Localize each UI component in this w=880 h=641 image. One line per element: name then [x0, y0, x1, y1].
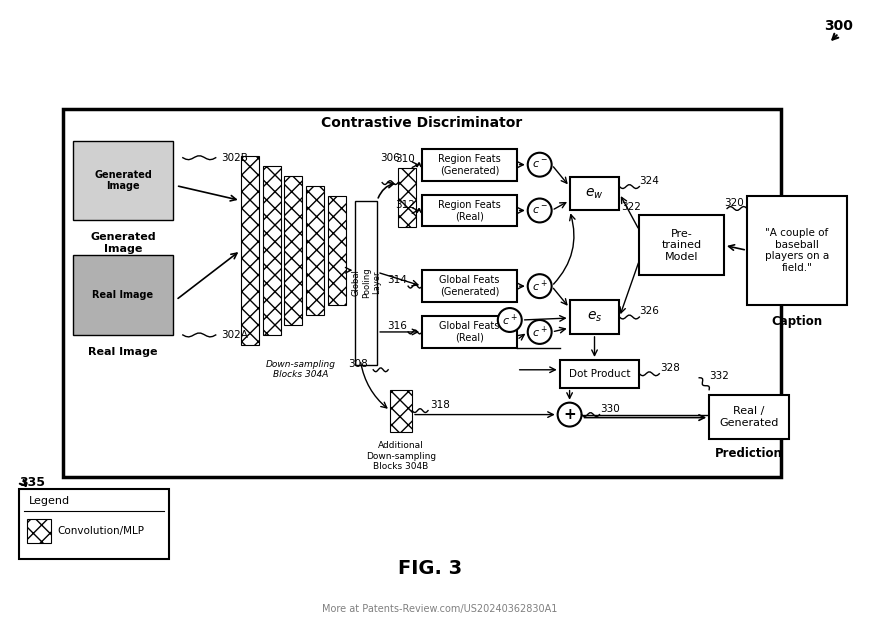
- Text: More at Patents-Review.com/US20240362830A1: More at Patents-Review.com/US20240362830…: [322, 604, 558, 613]
- FancyBboxPatch shape: [73, 255, 172, 335]
- Text: $c^+$: $c^+$: [532, 278, 547, 294]
- Text: 335: 335: [19, 476, 46, 489]
- Circle shape: [558, 403, 582, 426]
- Circle shape: [528, 199, 552, 222]
- Text: 302A: 302A: [221, 330, 247, 340]
- Circle shape: [498, 308, 522, 332]
- Text: 330: 330: [600, 404, 620, 413]
- Text: 302B: 302B: [221, 153, 247, 163]
- Text: Pre-
trained
Model: Pre- trained Model: [662, 229, 701, 262]
- Bar: [328, 196, 347, 305]
- Bar: [284, 176, 303, 325]
- FancyBboxPatch shape: [19, 489, 169, 559]
- Text: Real /
Generated: Real / Generated: [719, 406, 779, 428]
- Text: 308: 308: [348, 359, 368, 369]
- Text: Generated
Image: Generated Image: [94, 170, 152, 192]
- Text: Legend: Legend: [29, 496, 70, 506]
- FancyBboxPatch shape: [422, 271, 517, 302]
- Text: "A couple of
baseball
players on a
field.": "A couple of baseball players on a field…: [765, 228, 829, 272]
- Text: 324: 324: [640, 176, 659, 186]
- Text: 318: 318: [430, 399, 450, 410]
- Text: $e_{s}$: $e_{s}$: [587, 310, 602, 324]
- Text: $c^+$: $c^+$: [502, 312, 517, 328]
- Text: Additional
Down-sampling
Blocks 304B: Additional Down-sampling Blocks 304B: [366, 442, 436, 471]
- FancyBboxPatch shape: [640, 215, 724, 275]
- Text: 300: 300: [825, 19, 854, 33]
- Text: 310: 310: [395, 154, 415, 163]
- Text: Global Feats
(Generated): Global Feats (Generated): [439, 276, 500, 297]
- FancyBboxPatch shape: [73, 141, 172, 221]
- Text: $c^-$: $c^-$: [532, 159, 547, 171]
- Bar: [390, 390, 412, 431]
- FancyBboxPatch shape: [569, 300, 620, 334]
- FancyBboxPatch shape: [747, 196, 847, 305]
- Text: $c^+$: $c^+$: [532, 324, 547, 340]
- FancyBboxPatch shape: [356, 201, 378, 365]
- Text: Caption: Caption: [771, 315, 823, 328]
- FancyBboxPatch shape: [63, 109, 781, 478]
- Text: Contrastive Discriminator: Contrastive Discriminator: [321, 116, 523, 130]
- Bar: [262, 165, 281, 335]
- Text: 316: 316: [387, 321, 407, 331]
- Text: Prediction: Prediction: [715, 447, 783, 460]
- FancyBboxPatch shape: [560, 360, 640, 388]
- FancyBboxPatch shape: [422, 149, 517, 181]
- Text: Generated
Image: Generated Image: [90, 233, 156, 254]
- Text: $e_{w}$: $e_{w}$: [585, 187, 604, 201]
- Bar: [398, 168, 416, 228]
- Text: Real Image: Real Image: [88, 347, 158, 357]
- Text: FIG. 3: FIG. 3: [398, 560, 462, 578]
- Text: 320: 320: [724, 197, 744, 208]
- Text: Dot Product: Dot Product: [568, 369, 630, 379]
- Text: 328: 328: [660, 363, 680, 373]
- Text: Global
Pooling
Layer: Global Pooling Layer: [351, 267, 381, 298]
- FancyBboxPatch shape: [569, 177, 620, 210]
- Circle shape: [528, 274, 552, 298]
- Text: Down-sampling
Blocks 304A: Down-sampling Blocks 304A: [266, 360, 335, 379]
- Text: 326: 326: [640, 306, 659, 316]
- Text: 322: 322: [621, 203, 642, 213]
- Text: Region Feats
(Generated): Region Feats (Generated): [438, 154, 501, 176]
- Text: 332: 332: [709, 370, 729, 381]
- Circle shape: [528, 153, 552, 177]
- Text: +: +: [563, 407, 576, 422]
- Bar: [306, 186, 325, 315]
- FancyBboxPatch shape: [422, 316, 517, 348]
- Text: Convolution/MLP: Convolution/MLP: [57, 526, 144, 536]
- Circle shape: [528, 320, 552, 344]
- Text: Region Feats
(Real): Region Feats (Real): [438, 200, 501, 221]
- Bar: [240, 156, 259, 345]
- Text: 312: 312: [395, 199, 415, 210]
- Text: Global Feats
(Real): Global Feats (Real): [439, 321, 500, 343]
- FancyBboxPatch shape: [709, 395, 788, 440]
- Text: 314: 314: [387, 275, 407, 285]
- Text: Real Image: Real Image: [92, 290, 154, 300]
- Bar: [27, 519, 51, 543]
- Text: $c^-$: $c^-$: [532, 205, 547, 216]
- FancyBboxPatch shape: [422, 195, 517, 226]
- Text: 306: 306: [380, 153, 400, 163]
